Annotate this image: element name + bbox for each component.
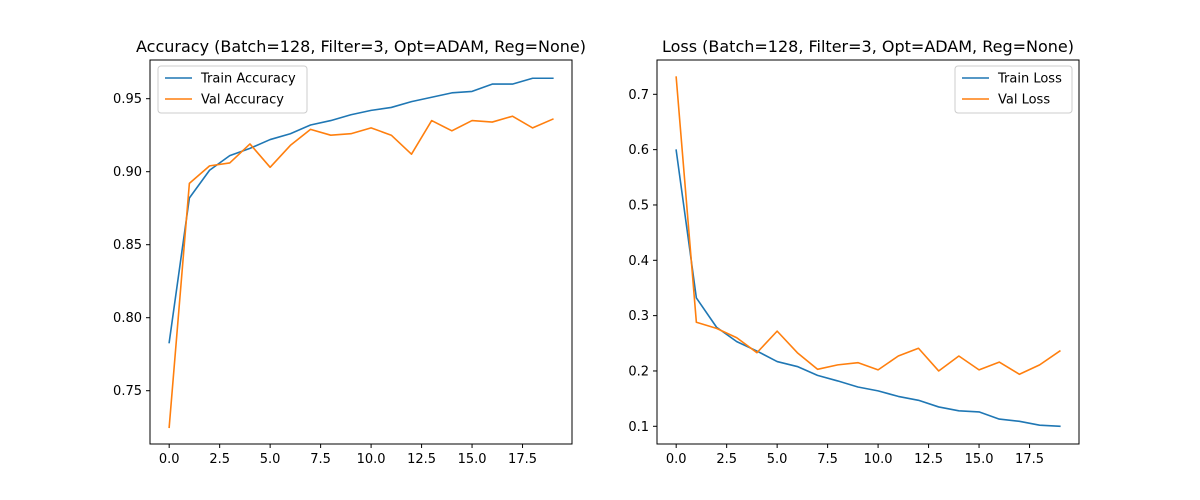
loss-x-ticks: 0.0 2.5 5.0 7.5 10.0 12.5 15.0 17.5: [666, 444, 1044, 467]
loss-plot-area: [656, 59, 1080, 445]
val-loss-line: [675, 76, 1061, 376]
accuracy-y-tick-label: 0.90: [113, 165, 142, 180]
loss-legend: Train Loss Val Loss: [954, 65, 1073, 114]
loss-x-tick-label: 10.0: [864, 452, 893, 467]
accuracy-y-tick-label: 0.75: [113, 384, 142, 399]
loss-y-tick-label: 0.3: [628, 309, 649, 324]
accuracy-x-tick-label: 17.5: [508, 452, 537, 467]
accuracy-y-tick-label: 0.85: [113, 238, 142, 253]
accuracy-y-ticks: 0.75 0.80 0.85 0.90 0.95: [113, 92, 150, 399]
loss-y-ticks: 0.1 0.2 0.3 0.4 0.5 0.6 0.7: [628, 88, 657, 435]
loss-y-tick-label: 0.5: [628, 198, 649, 213]
loss-x-tick-label: 2.5: [716, 452, 737, 467]
accuracy-y-tick-label: 0.95: [113, 92, 142, 107]
loss-x-tick-label: 12.5: [914, 452, 943, 467]
accuracy-chart-title: Accuracy (Batch=128, Filter=3, Opt=ADAM,…: [136, 37, 586, 56]
val-accuracy-legend-label: Val Accuracy: [201, 93, 284, 108]
train-loss-legend-label: Train Loss: [997, 72, 1062, 87]
accuracy-legend: Train Accuracy Val Accuracy: [157, 65, 308, 114]
loss-y-tick-label: 0.7: [628, 88, 649, 103]
train-accuracy-legend-label: Train Accuracy: [200, 72, 296, 87]
accuracy-chart: Accuracy (Batch=128, Filter=3, Opt=ADAM,…: [113, 37, 586, 467]
accuracy-x-tick-label: 15.0: [458, 452, 487, 467]
accuracy-plot-area: [149, 59, 573, 445]
loss-chart-title: Loss (Batch=128, Filter=3, Opt=ADAM, Reg…: [662, 37, 1074, 56]
loss-x-tick-label: 0.0: [666, 452, 687, 467]
loss-y-tick-label: 0.1: [628, 420, 649, 435]
loss-chart: Loss (Batch=128, Filter=3, Opt=ADAM, Reg…: [628, 37, 1080, 467]
train-accuracy-line: [168, 77, 554, 344]
val-accuracy-line: [168, 115, 554, 429]
loss-y-tick-label: 0.6: [628, 143, 649, 158]
accuracy-x-tick-label: 7.5: [310, 452, 331, 467]
accuracy-x-tick-label: 5.0: [260, 452, 281, 467]
loss-x-tick-label: 5.0: [767, 452, 788, 467]
loss-y-tick-label: 0.4: [628, 254, 649, 269]
train-loss-line: [675, 149, 1061, 428]
accuracy-x-ticks: 0.0 2.5 5.0 7.5 10.0 12.5 15.0 17.5: [159, 444, 537, 467]
accuracy-x-tick-label: 10.0: [357, 452, 386, 467]
loss-series: [675, 76, 1061, 428]
loss-x-tick-label: 15.0: [965, 452, 994, 467]
accuracy-series: [168, 77, 554, 429]
accuracy-x-tick-label: 0.0: [159, 452, 180, 467]
accuracy-x-tick-label: 2.5: [209, 452, 230, 467]
accuracy-x-tick-label: 12.5: [407, 452, 436, 467]
val-loss-legend-label: Val Loss: [998, 93, 1050, 108]
accuracy-y-tick-label: 0.80: [113, 311, 142, 326]
accuracy-legend-frame: [157, 65, 308, 114]
loss-y-tick-label: 0.2: [628, 364, 649, 379]
loss-x-tick-label: 7.5: [817, 452, 838, 467]
loss-x-tick-label: 17.5: [1015, 452, 1044, 467]
